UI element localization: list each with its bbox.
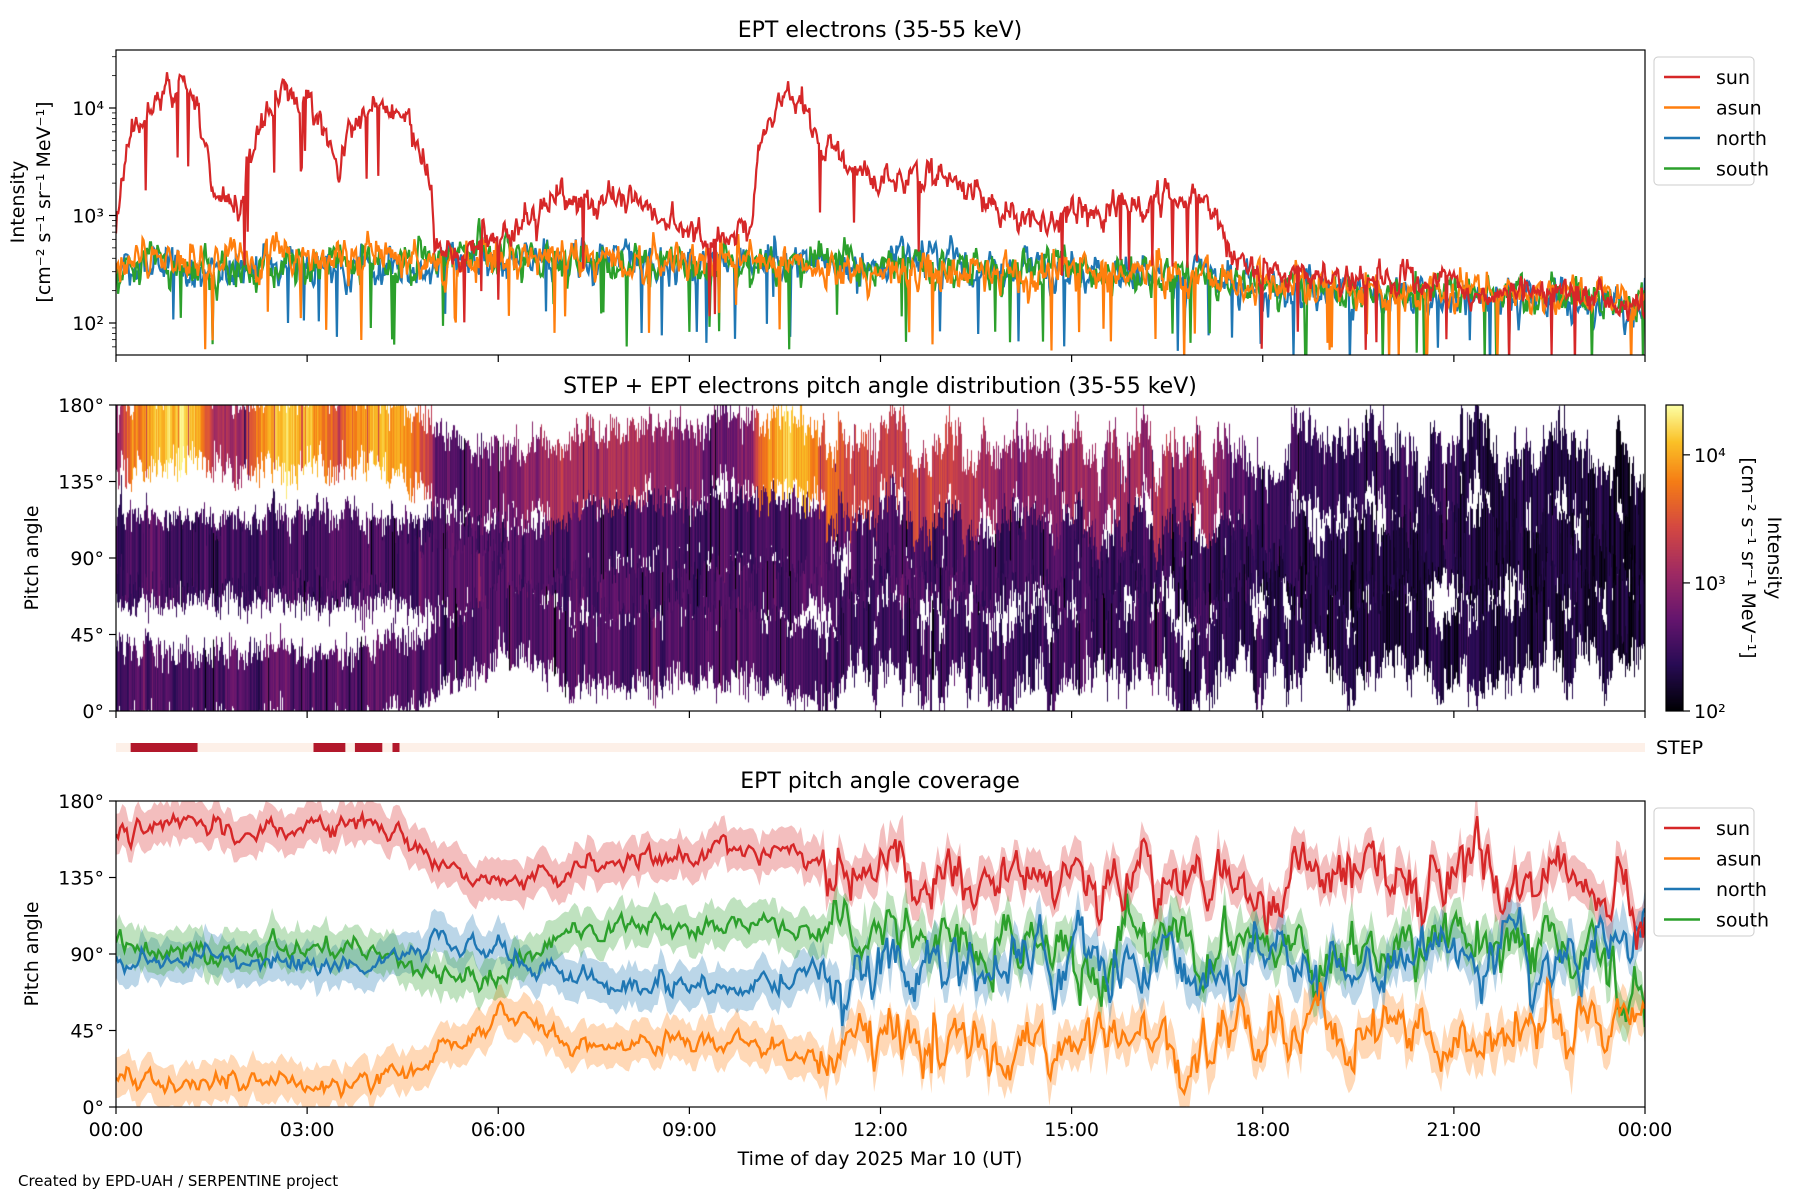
x-axis-label: Time of day 2025 Mar 10 (UT): [737, 1148, 1023, 1170]
panel1-yticks: 10² 10³ 10⁴: [72, 56, 116, 348]
colorbar-ticks: 10² 10³ 10⁴: [1683, 445, 1726, 723]
pitch-band-asun: [116, 961, 1645, 1107]
colorbar: [1666, 405, 1683, 711]
panel3-yticks: 0° 45° 90° 135° 180°: [58, 791, 116, 1119]
ytick-label: 135°: [58, 472, 104, 494]
colorbar-tick-label: 10²: [1694, 701, 1726, 723]
step-interval: [130, 743, 198, 752]
legend-label-sun: sun: [1716, 818, 1750, 840]
xtick-label: 12:00: [853, 1119, 908, 1141]
legend-box: [1653, 807, 1755, 937]
ytick-label: 0°: [82, 701, 104, 723]
step-interval: [313, 743, 346, 752]
panel1-title: EPT electrons (35-55 keV): [738, 18, 1023, 43]
ytick-label: 180°: [58, 791, 104, 813]
xtick-label: 15:00: [1044, 1119, 1099, 1141]
ytick-label: 90°: [70, 944, 104, 966]
ytick-label: 45°: [70, 625, 104, 647]
colorbar-units: [cm⁻² s⁻¹ sr⁻¹ MeV⁻¹]: [1737, 457, 1759, 658]
panel2-title: STEP + EPT electrons pitch angle distrib…: [563, 374, 1197, 399]
legend-box: [1653, 56, 1755, 186]
legend-label-north: north: [1716, 128, 1767, 150]
intensity-line-sun: [116, 72, 1645, 355]
colorbar-tick-label: 10³: [1694, 573, 1726, 595]
pitch-band-south: [116, 880, 1645, 1048]
ytick-label: 10²: [72, 313, 104, 335]
legend-label-south: south: [1716, 159, 1769, 181]
panel2-ylabel: Pitch angle: [21, 505, 43, 610]
intensity-lines: [116, 72, 1645, 355]
xtick-label: 09:00: [662, 1119, 717, 1141]
legend-label-north: north: [1716, 879, 1767, 901]
step-interval: [354, 743, 383, 752]
colorbar-label: Intensity: [1763, 517, 1785, 600]
panel1-ylabel-units: [cm⁻² s⁻¹ sr⁻¹ MeV⁻¹]: [33, 101, 55, 302]
pitch-line-north: [116, 907, 1645, 1027]
ytick-label: 135°: [58, 868, 104, 890]
panel3-legend: sun asun north south: [1653, 807, 1769, 937]
ytick-label: 90°: [70, 548, 104, 570]
panel1-ylabel: Intensity: [7, 161, 29, 244]
pitch-line-south: [116, 893, 1645, 1028]
legend-label-asun: asun: [1716, 98, 1762, 120]
panel1-legend: sun asun north south: [1653, 56, 1769, 186]
ytick-label: 0°: [82, 1097, 104, 1119]
panel2-yticks: 0° 45° 90° 135° 180°: [58, 395, 116, 723]
step-bar-background: [116, 743, 1645, 752]
ytick-label: 45°: [70, 1021, 104, 1043]
pitch-line-sun: [116, 809, 1645, 950]
ytick-label: 180°: [58, 395, 104, 417]
xtick-label: 00:00: [1618, 1119, 1673, 1141]
xtick-label: 06:00: [471, 1119, 526, 1141]
step-label: STEP: [1656, 737, 1703, 759]
intensity-line-asun: [116, 230, 1645, 355]
step-interval: [392, 743, 400, 752]
xtick-label: 03:00: [280, 1119, 335, 1141]
pitch-angle-lines: [116, 801, 1645, 1107]
legend-label-sun: sun: [1716, 67, 1750, 89]
pitch-angle-heatmap: [116, 405, 1645, 711]
pitch-line-asun: [116, 975, 1645, 1100]
colorbar-frame: [1665, 404, 1684, 712]
legend-label-asun: asun: [1716, 849, 1762, 871]
ytick-label: 10⁴: [72, 98, 104, 120]
x-axis-ticks: 00:00 03:00 06:00 09:00 12:00 15:00 18:00 21:00…: [89, 355, 1673, 1141]
ytick-label: 10³: [72, 206, 104, 228]
legend-label-south: south: [1716, 910, 1769, 932]
panel3-ylabel: Pitch angle: [21, 901, 43, 1006]
panel2-frame: [115, 404, 1646, 712]
step-active-intervals: [130, 743, 400, 752]
xtick-label: 18:00: [1235, 1119, 1290, 1141]
xtick-label: 21:00: [1426, 1119, 1481, 1141]
colorbar-tick-label: 10⁴: [1694, 445, 1726, 467]
xtick-label: 00:00: [89, 1119, 144, 1141]
footer-credit: Created by EPD-UAH / SERPENTINE project: [18, 1172, 338, 1190]
panel3-title: EPT pitch angle coverage: [740, 769, 1020, 794]
pitch-band-sun: [116, 801, 1645, 950]
